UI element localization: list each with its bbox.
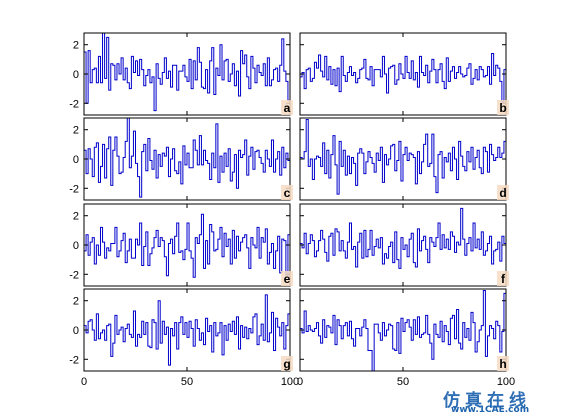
y-tick-label: 2 xyxy=(73,125,79,137)
panel-label: h xyxy=(499,357,506,371)
panel-c: -2 0 2 c xyxy=(69,117,293,201)
panel-d-series-line xyxy=(300,118,506,195)
y-tick-label: -2 xyxy=(69,183,79,195)
watermark-url-text: www.1CAE.com xyxy=(451,405,530,415)
y-tick-label: 0 xyxy=(73,154,79,166)
panel-d-label-highlight xyxy=(497,185,509,200)
x-tick-label: 50 xyxy=(397,376,409,388)
y-tick-label: 2 xyxy=(73,40,79,52)
site-watermark: 仿真在线 www.1CAE.com xyxy=(443,386,555,416)
watermark-chinese-text: 仿真在线 xyxy=(443,391,531,411)
x-tick-label: 50 xyxy=(181,376,193,388)
panel-a: -2 0 2 a xyxy=(69,32,293,116)
panel-e: -2 0 2 e xyxy=(69,203,293,287)
panel-label: c xyxy=(284,186,291,200)
panel-label: g xyxy=(283,357,290,371)
panel-e-label-highlight xyxy=(281,271,293,286)
panel-label: f xyxy=(501,272,506,286)
panel-d: d xyxy=(299,117,509,201)
panel-f: f xyxy=(299,203,509,287)
y-tick-label: 0 xyxy=(73,325,79,337)
panel-b: b xyxy=(299,32,509,116)
y-tick-label: 2 xyxy=(73,296,79,308)
panel-b-series-line xyxy=(300,53,506,103)
x-tick-label: 0 xyxy=(297,376,303,388)
panel-h-series-line xyxy=(300,289,506,371)
panel-g-label-highlight xyxy=(281,356,293,371)
panel-a-series-line xyxy=(84,33,290,112)
y-tick-label: 0 xyxy=(73,69,79,81)
x-tick-label: 100 xyxy=(281,376,299,388)
y-tick-label: -2 xyxy=(69,98,79,110)
y-tick-label: -2 xyxy=(69,354,79,366)
x-tick-label: 100 xyxy=(497,376,515,388)
panel-label: d xyxy=(499,186,506,200)
panel-label: e xyxy=(284,272,291,286)
panel-a-label-highlight xyxy=(281,100,293,115)
panel-c-label-highlight xyxy=(281,185,293,200)
panel-f-series-line xyxy=(300,207,506,269)
panel-label: b xyxy=(499,101,506,115)
panel-label: a xyxy=(284,101,291,115)
panel-c-series-line xyxy=(84,118,290,198)
panel-g-series-line xyxy=(84,294,290,366)
panel-b-label-highlight xyxy=(497,100,509,115)
y-tick-label: 0 xyxy=(73,240,79,252)
panel-h-label-highlight xyxy=(497,356,509,371)
y-tick-label: 2 xyxy=(73,211,79,223)
y-tick-label: -2 xyxy=(69,269,79,281)
panel-e-series-line xyxy=(84,213,290,278)
panel-f-label-highlight xyxy=(497,271,509,286)
x-tick-label: 0 xyxy=(81,376,87,388)
panel-h: 0 50 100 h xyxy=(297,288,515,388)
